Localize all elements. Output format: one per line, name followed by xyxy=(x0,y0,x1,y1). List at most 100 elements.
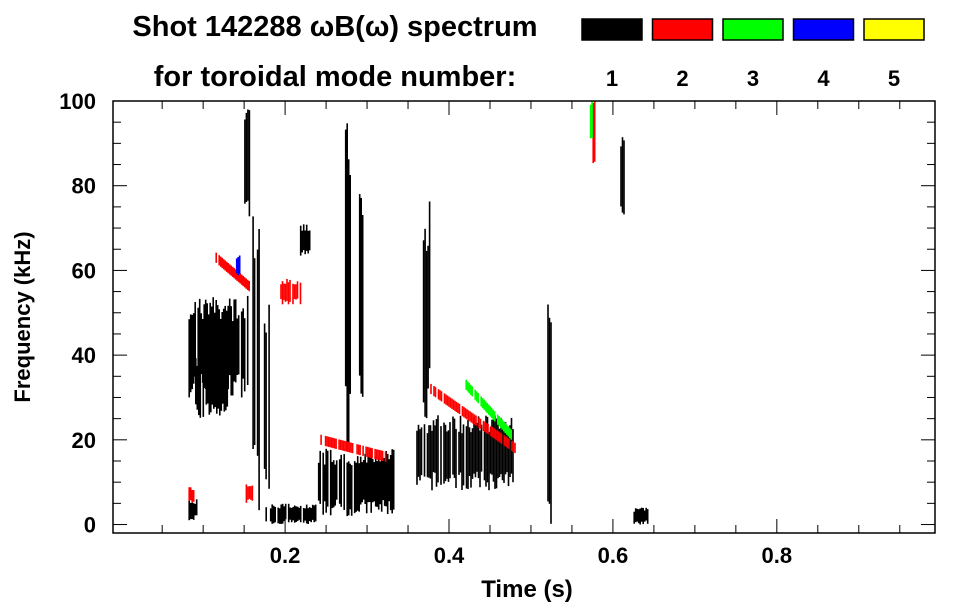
spectrum-mark-mode-3 xyxy=(475,391,478,402)
spectrum-mark-mode-2 xyxy=(293,284,296,300)
spectrum-mark-mode-1 xyxy=(376,461,378,507)
spectrum-mark-mode-1 xyxy=(498,428,501,477)
spectrum-mark-mode-1 xyxy=(359,456,362,505)
spectrum-mark-mode-1 xyxy=(344,129,347,387)
spectrum-mark-mode-2 xyxy=(366,446,369,458)
spectrum-mark-mode-1 xyxy=(645,507,647,521)
spectrum-mark-mode-2 xyxy=(281,281,284,305)
spectrum-mark-mode-1 xyxy=(188,319,190,398)
spectrum-mark-mode-1 xyxy=(465,426,468,489)
spectrum-mark-mode-1 xyxy=(462,424,465,486)
spectrum-mark-mode-2 xyxy=(240,274,243,285)
spectrum-mark-mode-1 xyxy=(547,304,549,502)
spectrum-mark-mode-1 xyxy=(476,422,478,472)
spectrum-mark-mode-1 xyxy=(305,224,308,251)
spectrum-mark-mode-1 xyxy=(227,305,229,390)
spectrum-mark-mode-2 xyxy=(514,442,516,454)
spectrum-mark-mode-1 xyxy=(207,367,209,404)
spectrum-mark-mode-1 xyxy=(512,429,514,483)
x-tick-label: 0.6 xyxy=(598,543,629,568)
spectrum-mark-mode-1 xyxy=(212,297,214,375)
spectrum-mark-mode-1 xyxy=(228,298,231,376)
spectrum-mark-mode-1 xyxy=(368,449,371,502)
spectrum-mark-mode-1 xyxy=(389,455,392,511)
spectrum-mark-mode-1 xyxy=(230,306,232,396)
spectrum-mark-mode-1 xyxy=(195,499,198,516)
spectrum-mark-mode-1 xyxy=(350,465,353,516)
spectrum-mark-mode-1 xyxy=(416,430,418,485)
spectrum-mark-mode-2 xyxy=(375,449,378,460)
spectrum-mark-mode-3 xyxy=(483,399,485,410)
spectrum-mark-mode-2 xyxy=(430,383,432,395)
spectrum-mark-mode-1 xyxy=(222,308,225,385)
spectrum-mark-mode-1 xyxy=(219,365,221,416)
spectrum-mark-mode-1 xyxy=(550,322,552,524)
spectrum-mark-mode-1 xyxy=(253,258,256,445)
spectrum-mark-mode-2 xyxy=(482,420,485,431)
spectrum-mark-mode-1 xyxy=(225,364,227,411)
spectrum-mark-mode-3 xyxy=(480,396,482,407)
spectrum-mark-mode-2 xyxy=(449,397,452,408)
spectrum-mark-mode-2 xyxy=(338,439,340,450)
spectrum-mark-mode-2 xyxy=(324,435,327,447)
spectrum-mark-mode-2 xyxy=(222,259,225,270)
legend-label-mode-4: 4 xyxy=(817,66,830,91)
spectrum-mark-mode-1 xyxy=(299,505,302,523)
spectrum-mark-mode-2 xyxy=(225,261,228,272)
spectrum-mark-mode-1 xyxy=(443,422,445,484)
spectrum-mark-mode-1 xyxy=(265,507,267,522)
legend-label-mode-2: 2 xyxy=(676,66,688,91)
spectrum-mark-mode-2 xyxy=(452,399,455,410)
spectrum-mark-mode-1 xyxy=(277,507,279,524)
y-tick-label: 100 xyxy=(59,89,96,114)
spectrum-mark-mode-4 xyxy=(237,256,239,276)
spectrum-mark-mode-2 xyxy=(215,252,217,263)
spectrum-mark-mode-1 xyxy=(506,428,508,473)
spectrum-mark-mode-3 xyxy=(486,402,488,414)
spectrum-mark-mode-2 xyxy=(292,283,294,305)
spectrum-mark-mode-1 xyxy=(392,449,395,510)
spectrum-mark-mode-2 xyxy=(473,414,476,425)
spectrum-mark-mode-1 xyxy=(188,500,190,521)
spectrum-mark-mode-1 xyxy=(211,364,214,405)
spectrum-mark-mode-1 xyxy=(349,463,351,510)
spectrum-mark-mode-1 xyxy=(358,463,360,512)
x-axis-label: Time (s) xyxy=(481,576,573,603)
spectrum-mark-mode-2 xyxy=(461,406,464,417)
spectrum-mark-mode-1 xyxy=(636,508,638,522)
spectrum-mark-mode-2 xyxy=(248,486,251,499)
legend: 1 2 3 4 5 xyxy=(581,18,925,91)
spectrum-mark-mode-2 xyxy=(512,441,515,453)
legend-swatch-mode-1 xyxy=(581,18,643,41)
spectrum-mark-mode-1 xyxy=(485,415,487,487)
spectrum-mark-mode-3 xyxy=(496,414,499,425)
spectrum-mark-mode-2 xyxy=(247,486,249,500)
spectrum-mark-mode-1 xyxy=(449,422,451,479)
spectrum-mark-mode-1 xyxy=(633,511,635,524)
spectrum-mark-mode-2 xyxy=(295,284,297,300)
spectrum-mark-mode-1 xyxy=(302,508,305,523)
spectrum-mark-mode-1 xyxy=(347,159,350,444)
spectrum-mark-mode-4 xyxy=(238,255,241,274)
spectrum-mark-mode-1 xyxy=(296,506,299,521)
legend-label-mode-5: 5 xyxy=(888,66,900,91)
spectrum-mark-mode-1 xyxy=(367,456,369,503)
spectrum-mark-mode-1 xyxy=(221,312,223,376)
spectrum-mark-mode-1 xyxy=(447,430,450,482)
spectrum-mark-mode-1 xyxy=(198,358,200,416)
spectrum-mark-mode-2 xyxy=(500,433,503,444)
spectrum-mark-mode-1 xyxy=(343,454,345,510)
spectrum-mark-mode-1 xyxy=(360,197,362,394)
spectrum-mark-mode-2 xyxy=(251,485,254,501)
spectrum-mark-mode-2 xyxy=(327,436,330,447)
spectrum-mark-mode-1 xyxy=(356,456,359,511)
spectrum-mark-mode-1 xyxy=(377,456,380,510)
spectrum-mark-mode-1 xyxy=(353,461,356,514)
spectrum-mark-mode-1 xyxy=(347,461,350,516)
spectrum-mark-mode-1 xyxy=(191,314,193,390)
spectrum-mark-mode-2 xyxy=(230,265,232,276)
spectrum-mark-mode-2 xyxy=(443,393,446,404)
spectrum-mark-mode-2 xyxy=(503,435,506,446)
spectrum-mark-mode-1 xyxy=(274,506,276,523)
spectrum-mark-mode-1 xyxy=(489,427,492,474)
